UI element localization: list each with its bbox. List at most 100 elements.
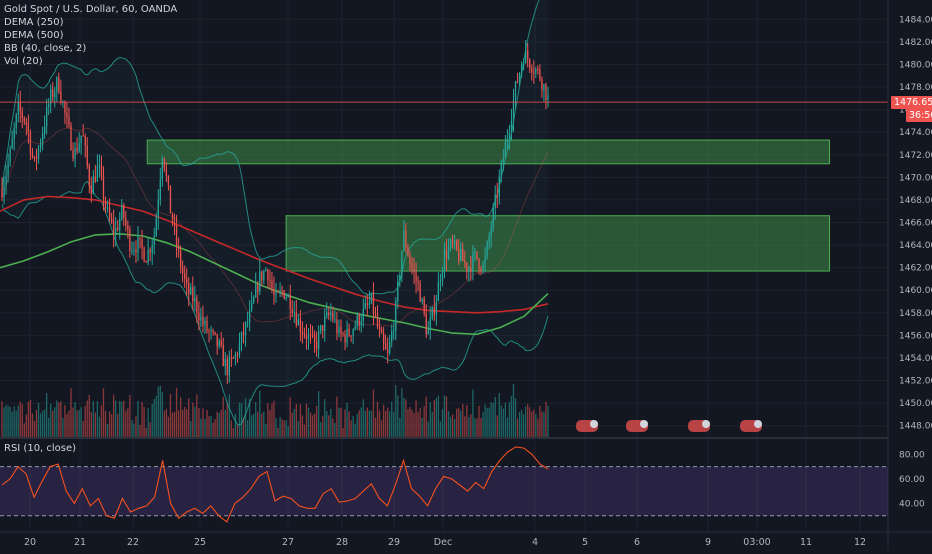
volume-bar: [253, 413, 255, 437]
candle-body: [257, 284, 259, 292]
indicator-volume[interactable]: Vol (20): [4, 56, 43, 67]
volume-bar: [441, 409, 444, 437]
rsi-pane[interactable]: [0, 446, 888, 523]
event-markers[interactable]: [576, 420, 762, 432]
calendar-event-icon[interactable]: [626, 420, 648, 432]
candle-body: [19, 102, 21, 112]
candle-body: [60, 92, 62, 103]
candle-body: [64, 102, 66, 113]
candle-body: [119, 218, 121, 230]
volume-bar: [342, 428, 344, 437]
price-tick-label: 1456.000: [899, 331, 932, 341]
volume-bar: [535, 413, 537, 437]
volume-bar: [494, 396, 496, 437]
volume-bar: [145, 427, 147, 437]
candle-body: [419, 283, 421, 302]
volume-bar: [149, 422, 151, 437]
candle-body: [439, 281, 442, 283]
candle-body: [285, 297, 287, 299]
volume-bar: [13, 406, 15, 437]
candle-body: [94, 176, 97, 182]
candle-body: [380, 330, 383, 334]
calendar-event-icon[interactable]: [740, 420, 762, 432]
price-tick-label: 1460.000: [899, 286, 932, 296]
candle-body: [453, 240, 456, 243]
volume-bar: [417, 412, 419, 437]
time-axis[interactable]: 20 21 22 25 27 28 29 Dec 4 5 6 9 03:00 11 12: [24, 537, 866, 548]
candle-body: [248, 309, 251, 323]
volume-bar: [283, 420, 285, 437]
candle-body: [242, 331, 245, 336]
candle-body: [58, 77, 60, 93]
volume-bar: [389, 411, 391, 437]
candle-body: [13, 128, 15, 140]
volume-bar: [336, 396, 338, 437]
indicator-dema-500[interactable]: DEMA (500): [4, 30, 64, 41]
volume-bar: [72, 407, 74, 437]
candle-body: [376, 314, 379, 327]
volume-bar: [127, 408, 129, 437]
candle-body: [484, 256, 486, 264]
volume-bar: [267, 403, 269, 437]
candle-body: [482, 263, 484, 271]
volume-bar: [119, 400, 121, 437]
calendar-event-icon[interactable]: [688, 420, 710, 432]
volume-bar: [488, 407, 490, 437]
volume-bar: [476, 418, 478, 437]
candle-body: [533, 72, 535, 74]
rsi-legend[interactable]: RSI (10, close): [4, 443, 77, 454]
candle-body: [200, 316, 202, 321]
countdown-tag: 36:50: [906, 109, 932, 122]
candle-body: [267, 269, 269, 280]
price-axis[interactable]: 1484.0001482.0001480.0001478.0001476.000…: [899, 15, 932, 431]
candle-body: [275, 291, 277, 296]
candle-body: [504, 142, 507, 159]
symbol-title[interactable]: Gold Spot / U.S. Dollar, 60, OANDA: [4, 4, 178, 15]
volume-bar: [137, 400, 139, 437]
candle-body: [320, 325, 322, 332]
volume-bar: [7, 405, 9, 437]
volume-bar: [384, 410, 387, 437]
candlesticks: [1, 40, 549, 385]
candle-body: [315, 342, 318, 349]
volume-bar: [23, 423, 25, 437]
volume-bar: [309, 412, 312, 437]
candle-body: [279, 290, 281, 292]
rsi-axis[interactable]: 80.00 60.00 40.00: [899, 450, 925, 509]
volume-bar: [82, 420, 84, 437]
candle-body: [167, 176, 170, 186]
indicator-dema-250[interactable]: DEMA (250): [4, 17, 64, 28]
candle-body: [216, 333, 218, 347]
candle-body: [161, 158, 164, 180]
indicator-bollinger[interactable]: BB (40, close, 2): [4, 43, 87, 54]
volume-bar: [492, 402, 494, 437]
candle-body: [259, 271, 261, 292]
volume-bar: [332, 418, 334, 437]
candle-body: [9, 148, 11, 163]
candle-body: [224, 359, 226, 367]
candle-body: [159, 179, 161, 200]
volume-bar: [322, 415, 324, 437]
candle-body: [413, 269, 415, 273]
volume-bar: [218, 413, 220, 437]
candle-body: [232, 357, 235, 359]
candle-body: [516, 81, 519, 83]
volume-bar: [334, 423, 336, 437]
volume-bar: [261, 413, 263, 437]
volume-bar: [238, 402, 241, 437]
candle-body: [70, 125, 72, 150]
candle-body: [244, 322, 247, 336]
candle-body: [397, 281, 399, 301]
volume-bar: [48, 417, 50, 437]
volume-bar: [281, 419, 283, 437]
candle-body: [445, 250, 448, 259]
volume-bar: [78, 410, 80, 437]
calendar-event-icon[interactable]: [576, 420, 598, 432]
candle-body: [204, 320, 206, 326]
price-tick-label: 1452.000: [899, 377, 932, 387]
candle-body: [3, 185, 5, 198]
candle-body: [391, 331, 393, 342]
candle-body: [165, 168, 168, 177]
